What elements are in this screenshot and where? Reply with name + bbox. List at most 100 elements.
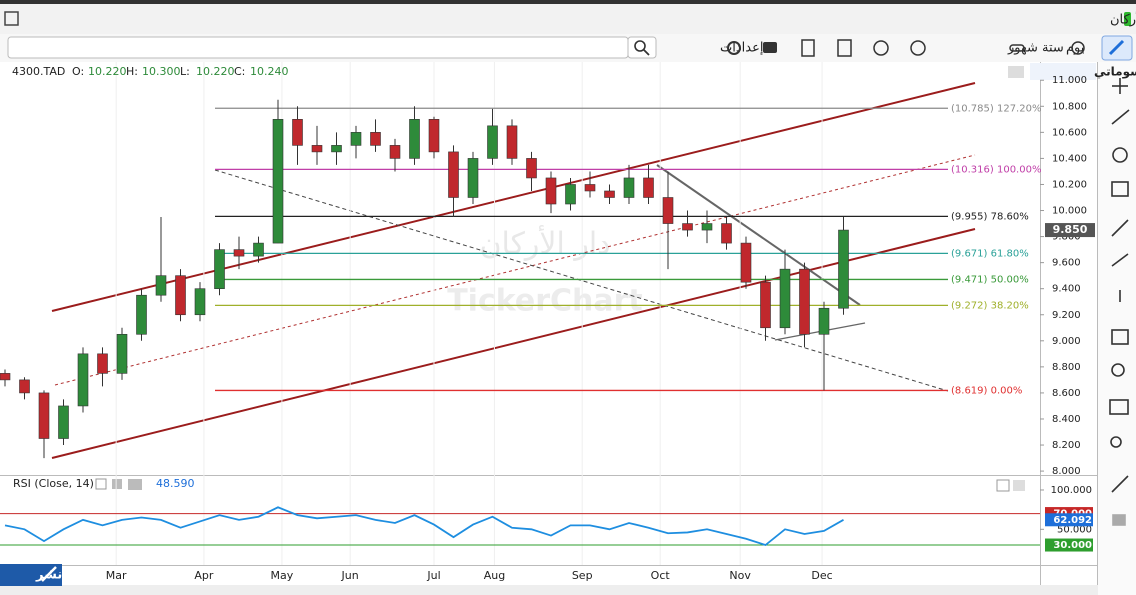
y-tick-label: 8.800 (1052, 362, 1081, 373)
measure-tool[interactable] (1109, 399, 1129, 415)
channel-median (54, 154, 976, 386)
channel-line (51, 82, 976, 312)
zoom-tool[interactable] (1111, 363, 1125, 377)
fib-level-label: (9.272) 38.20% (951, 300, 1029, 311)
candle-body (38, 392, 50, 439)
y-tick-label: 50.000 (1057, 524, 1092, 535)
rsi-line (4, 506, 844, 547)
candle-body (214, 249, 225, 289)
indicator-remove[interactable] (128, 479, 142, 490)
x-tick-label: Mar (106, 569, 127, 582)
ohlc-label: L: (180, 65, 190, 78)
candle-body (740, 242, 752, 283)
period-button[interactable]: يوم (1066, 41, 1085, 56)
ohlc-label: H: (126, 65, 138, 78)
candle-body (662, 197, 674, 224)
x-tick-label: Jun (341, 569, 359, 582)
fib-level-label: (10.316) 100.00% (951, 164, 1041, 175)
clear-tool[interactable] (1110, 436, 1122, 448)
candle-body (292, 119, 303, 146)
last-price-badge (1045, 223, 1095, 238)
ohlc-label: O: (72, 65, 84, 78)
rsi-legend-value: 48.590 (156, 477, 195, 490)
candle-body (136, 294, 147, 335)
status-indicator (1124, 12, 1131, 26)
erase-tool[interactable] (1111, 475, 1129, 493)
drawings-tab-label[interactable]: رسوماتي (1094, 65, 1136, 80)
candle-body (467, 158, 479, 198)
candle-body (584, 184, 596, 192)
window-button[interactable] (4, 11, 19, 26)
y-tick-label: 100.000 (1051, 485, 1092, 496)
candle-body (155, 275, 167, 296)
rsi-legend: RSI (Close, 14) (13, 477, 94, 490)
indicator-hide[interactable] (95, 478, 107, 490)
panel-maximize[interactable] (996, 479, 1010, 492)
candle-body (428, 119, 440, 153)
candle-body (175, 275, 186, 316)
y-tick-label: 9.200 (1052, 310, 1081, 321)
trend-line (656, 164, 861, 306)
candle-body (370, 132, 381, 146)
search-button[interactable] (627, 36, 657, 59)
y-tick-label: 10.600 (1052, 127, 1087, 138)
alerts-button[interactable] (873, 40, 889, 56)
publish-button[interactable] (0, 564, 62, 586)
candle-body (623, 177, 635, 198)
fib-level-label: (9.471) 50.00% (951, 274, 1029, 285)
candle-body (350, 132, 362, 146)
lock-tool[interactable] (1112, 514, 1126, 526)
fib-level-label: (10.785) 127.20% (951, 103, 1041, 114)
x-tick-label: Oct (651, 569, 671, 582)
ohlc-value: 10.220 (196, 65, 235, 78)
fib-level-label: (9.955) 78.60% (951, 211, 1029, 222)
candle-body (682, 223, 693, 231)
candle-body (272, 119, 284, 244)
range-button[interactable]: ستة شهور (1007, 41, 1064, 56)
x-tick-label: Apr (194, 569, 214, 582)
panel-menu[interactable] (1008, 66, 1024, 78)
fib-level-label: (8.619) 0.00% (951, 385, 1022, 396)
candle-body (97, 353, 108, 374)
trendline-tool[interactable] (1111, 109, 1130, 125)
channel-tool[interactable] (1111, 253, 1129, 267)
camera-button[interactable] (763, 42, 777, 53)
channel-line (51, 228, 976, 459)
search-box[interactable] (7, 36, 629, 59)
wave-tool[interactable] (1111, 219, 1129, 237)
period-icon (1071, 41, 1085, 55)
x-tick-label: Aug (484, 569, 505, 582)
compare-button[interactable] (910, 40, 926, 56)
y-tick-label: 10.000 (1052, 206, 1087, 217)
candle-body (526, 158, 537, 179)
search-icon (634, 40, 646, 52)
candles-button[interactable] (801, 39, 815, 57)
circle-tool[interactable] (1112, 147, 1128, 163)
range-icon (1009, 44, 1025, 52)
bars-button[interactable] (837, 39, 852, 57)
publish-icon (41, 566, 57, 582)
panel-menu[interactable] (1013, 480, 1025, 491)
tool-strip (1098, 62, 1136, 595)
candle-body (311, 145, 323, 153)
y-tick-label: 8.400 (1052, 414, 1081, 425)
candle-body (838, 229, 849, 309)
y-tick-label: 11.000 (1052, 75, 1087, 86)
x-tick-label: Dec (811, 569, 832, 582)
x-tick-label: Nov (729, 569, 751, 582)
settings-icon[interactable] (727, 41, 741, 55)
fib-tool[interactable] (1111, 181, 1129, 197)
settings-button[interactable]: إعدادات (720, 41, 763, 56)
title-bar (0, 4, 1136, 34)
indicator-settings[interactable] (112, 479, 122, 489)
window-title: دار الأركان (1110, 11, 1136, 28)
drawings-tab[interactable] (1030, 63, 1096, 80)
candle-body (604, 190, 615, 198)
y-tick-label: 9.000 (1052, 336, 1081, 347)
last-price-label: 9.850 (1053, 223, 1088, 236)
text-tool[interactable] (1111, 329, 1129, 345)
candle-body (818, 307, 830, 335)
x-tick-label: May (271, 569, 294, 582)
ohlc-label: C: (234, 65, 245, 78)
